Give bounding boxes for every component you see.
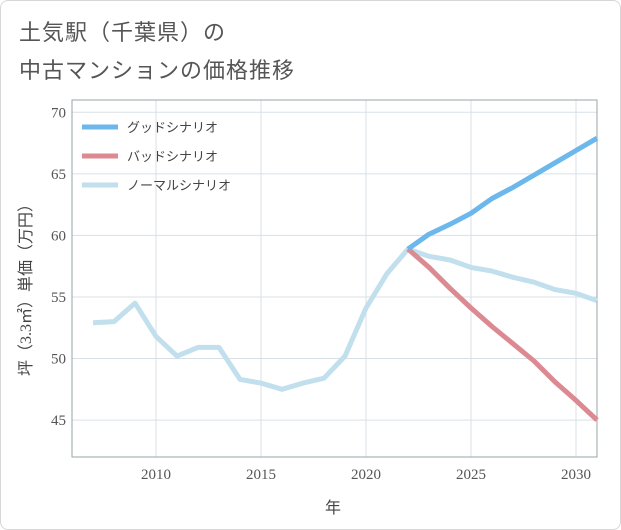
- x-tick-label: 2030: [561, 467, 591, 483]
- y-tick-label: 50: [51, 352, 66, 368]
- series-line-bad: [406, 247, 599, 422]
- chart-title-line-2: 中古マンションの価格推移: [19, 59, 296, 84]
- x-axis-label: 年: [325, 499, 341, 517]
- y-tick-label: 55: [51, 290, 66, 306]
- legend-label-bad: バッドシナリオ: [127, 149, 218, 164]
- y-axis-ticks: 45 50 55 60 65 70: [51, 105, 66, 429]
- x-tick-label: 2010: [141, 467, 171, 483]
- legend-label-good: グッドシナリオ: [127, 120, 218, 135]
- x-tick-label: 2015: [246, 467, 276, 483]
- y-tick-label: 60: [51, 228, 66, 244]
- chart-title-line-1: 土気駅（千葉県）の: [19, 21, 227, 46]
- legend-label-normal: ノーマルシナリオ: [127, 178, 231, 193]
- series-lines: [92, 136, 599, 422]
- grid: [72, 100, 597, 457]
- series-line-good: [406, 136, 599, 252]
- y-tick-label: 45: [51, 413, 66, 429]
- y-tick-label: 65: [51, 167, 66, 183]
- plot-frame: [71, 99, 598, 458]
- x-tick-label: 2025: [456, 467, 486, 483]
- x-tick-label: 2020: [351, 467, 381, 483]
- y-axis-label: 坪（3.3㎡）単価（万円）: [17, 196, 35, 376]
- series-line-normal: [92, 246, 598, 392]
- chart-title: 土気駅（千葉県）の 中古マンションの価格推移: [19, 15, 295, 91]
- x-axis-ticks: 2010 2015 2020 2025 2030: [141, 467, 591, 483]
- y-tick-label: 70: [51, 105, 66, 121]
